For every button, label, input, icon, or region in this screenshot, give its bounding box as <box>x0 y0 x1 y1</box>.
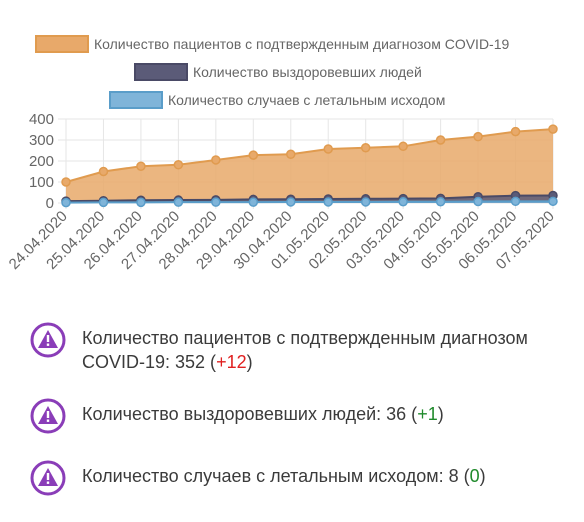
data-point <box>398 141 408 152</box>
stat-delta: 0 <box>469 466 480 486</box>
stat-delta: +12 <box>216 352 247 372</box>
warning-icon <box>30 398 66 434</box>
data-point <box>473 131 483 142</box>
data-point <box>136 197 146 208</box>
stat-label: Количество пациентов с подтвержденным ди… <box>82 328 528 372</box>
data-point <box>173 197 184 207</box>
data-point <box>98 166 109 177</box>
stat-recovered: Количество выздоровевших людей: 36 (+1) <box>30 398 570 434</box>
series-area <box>66 129 553 203</box>
data-point <box>435 135 446 145</box>
stat-delta: +1 <box>417 404 438 424</box>
stat-close: ) <box>437 404 444 424</box>
data-point <box>98 197 109 208</box>
legend-swatch <box>109 91 163 109</box>
data-point <box>435 196 446 207</box>
series-line <box>65 200 553 204</box>
stats-list: Количество пациентов с подтвержденным ди… <box>30 322 570 522</box>
stat-label: Количество случаев с летальным исходом: … <box>82 466 470 486</box>
legend-label: Количество выздоровевших людей <box>193 64 422 80</box>
stat-deaths: Количество случаев с летальным исходом: … <box>30 460 570 496</box>
data-point <box>61 177 71 187</box>
data-point <box>473 196 483 207</box>
stat-text: Количество пациентов с подтвержденным ди… <box>82 326 552 374</box>
legend-label: Количество пациентов с подтвержденным ди… <box>94 36 509 52</box>
data-point <box>360 143 371 153</box>
y-tick-label: 400 <box>29 111 54 128</box>
data-point <box>548 124 558 134</box>
data-point <box>510 196 521 207</box>
data-point <box>510 126 521 137</box>
data-point <box>136 161 146 171</box>
data-point <box>248 150 259 160</box>
data-point <box>173 160 184 170</box>
data-point <box>286 149 296 160</box>
series-line <box>65 128 554 183</box>
y-tick-label: 100 <box>29 174 54 191</box>
data-point <box>323 144 333 154</box>
data-point <box>360 197 371 207</box>
covid-area-chart: Количество пациентов с подтвержденным ди… <box>6 35 558 273</box>
warning-icon <box>30 322 66 358</box>
data-point <box>398 196 408 207</box>
data-point <box>248 197 259 207</box>
data-point <box>211 197 221 207</box>
stat-text: Количество случаев с летальным исходом: … <box>82 464 552 488</box>
stat-close: ) <box>479 466 486 486</box>
data-point <box>61 197 71 208</box>
warning-icon <box>30 460 66 496</box>
data-point <box>323 197 333 207</box>
stat-close: ) <box>246 352 253 372</box>
y-tick-label: 300 <box>29 132 54 149</box>
legend-swatch <box>134 63 188 81</box>
legend-swatch <box>35 35 89 53</box>
y-tick-label: 200 <box>29 153 54 170</box>
legend-label: Количество случаев с летальным исходом <box>168 92 445 108</box>
data-point <box>286 197 296 207</box>
data-point <box>211 155 221 165</box>
stat-label: Количество выздоровевших людей: 36 ( <box>82 404 418 424</box>
stat-confirmed: Количество пациентов с подтвержденным ди… <box>30 322 570 372</box>
series-line <box>65 194 554 203</box>
stat-text: Количество выздоровевших людей: 36 (+1) <box>82 402 552 426</box>
y-tick-label: 0 <box>46 195 54 212</box>
data-point <box>548 196 558 207</box>
